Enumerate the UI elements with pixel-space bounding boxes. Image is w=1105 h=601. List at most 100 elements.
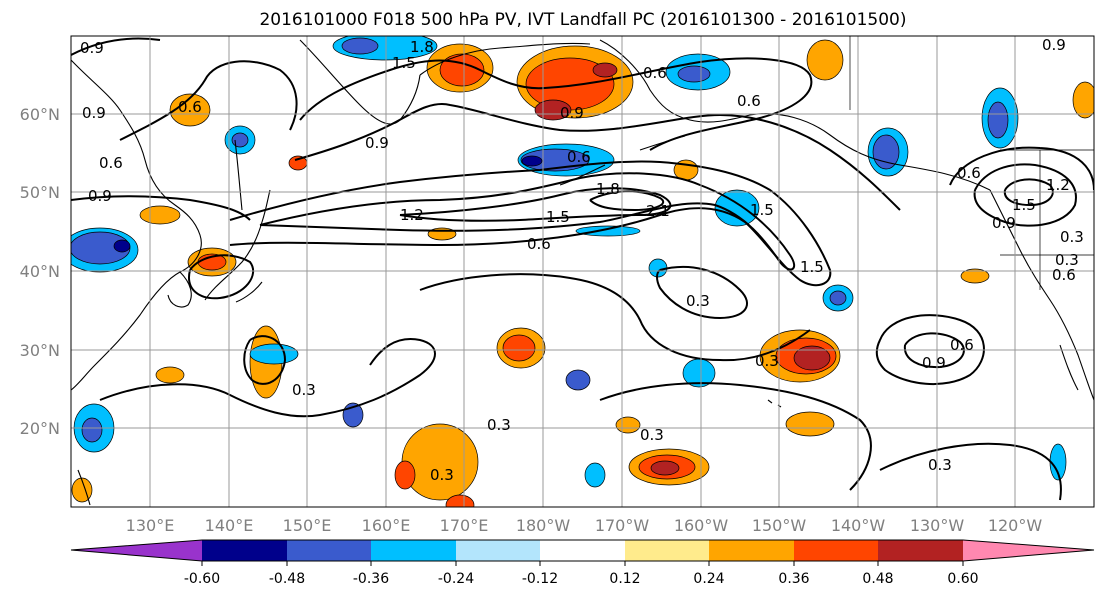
contour-0.3-southeast — [599, 382, 872, 491]
contour-label: 0.6 — [527, 235, 551, 253]
colorbar-tick-label: -0.36 — [353, 571, 389, 587]
contour-jet-outer — [229, 160, 832, 287]
lon-label: 150°E — [283, 516, 332, 535]
contour-label: 0.6 — [737, 92, 761, 110]
lat-label: 40°N — [20, 262, 60, 281]
lon-label: 160°W — [674, 516, 729, 535]
gridlines — [71, 36, 1094, 507]
contour-label: 1.5 — [392, 54, 416, 72]
anomaly-positive-subtropical — [71, 325, 841, 507]
contour-label: 0.3 — [487, 416, 511, 434]
contour-label: 0.9 — [365, 134, 389, 152]
colorbar-segment — [878, 540, 963, 561]
colorbar-tick-label: 0.12 — [609, 571, 640, 587]
pv-contours — [71, 37, 1094, 501]
lon-label: 140°E — [205, 516, 254, 535]
contour-label: 0.6 — [178, 98, 202, 116]
longitude-labels: 130°E 140°E 150°E 160°E 170°E 180°W 170°… — [126, 516, 1043, 535]
coastlines — [71, 36, 1094, 506]
colorbar-segment — [371, 540, 456, 561]
contour-label: 0.3 — [430, 466, 454, 484]
colorbar-tick-label: -0.12 — [522, 571, 558, 587]
coast-philippines-taiwan — [77, 469, 91, 506]
coast-aleutians — [559, 135, 686, 186]
contour-label: 0.9 — [1042, 36, 1066, 54]
lon-label: 130°W — [910, 516, 965, 535]
colorbar: -0.60 -0.48 -0.36 -0.24 -0.12 0.12 0.24 … — [70, 539, 1095, 587]
anomaly-negative-gulf-alaska — [867, 87, 1019, 177]
contour-label: 0.6 — [99, 154, 123, 172]
contour-label: 0.9 — [82, 104, 106, 122]
anomaly-negative-kuril — [224, 125, 256, 155]
coast-korea — [167, 271, 192, 308]
contour-label: 0.6 — [950, 336, 974, 354]
lat-label: 30°N — [20, 341, 60, 360]
anomaly-negative-alaska — [665, 53, 731, 91]
contour-far-south — [879, 442, 1062, 501]
contour-label: 0.9 — [992, 214, 1016, 232]
contour-upper-trough — [299, 57, 813, 151]
contour-label: 1.5 — [750, 201, 774, 219]
coast-sakhalin — [234, 139, 243, 211]
lat-label: 20°N — [20, 419, 60, 438]
contour-label: 2.1 — [646, 202, 670, 220]
contour-label: 0.3 — [640, 426, 664, 444]
anomaly-positive-okhotsk — [426, 43, 494, 93]
colorbar-segment — [794, 540, 878, 561]
contour-labels: 0.9 1.8 1.5 0.6 0.9 0.9 0.6 0.6 0.9 0.6 … — [80, 36, 1084, 484]
anomaly-positive-bering — [516, 45, 634, 121]
contour-label: 1.2 — [400, 206, 424, 224]
contour-jet-inner — [399, 187, 672, 222]
contour-0.3-westmost — [243, 335, 287, 385]
colorbar-segments — [71, 540, 1094, 561]
contour-label: 1.5 — [546, 208, 570, 226]
contour-label: 0.3 — [292, 381, 316, 399]
contour-label: 0.3 — [755, 352, 779, 370]
contour-0.3-south — [99, 338, 436, 418]
anomaly-negative-kamchatka — [332, 36, 438, 61]
colorbar-tick-label: -0.60 — [184, 571, 220, 587]
map-frame — [70, 35, 1095, 508]
colorbar-tick-label: 0.48 — [862, 571, 893, 587]
coast-kamchatka — [299, 39, 421, 125]
contour-label: 0.9 — [88, 187, 112, 205]
colorbar-tick-label: -0.24 — [438, 571, 474, 587]
contour-0.3-central — [656, 266, 748, 320]
colorbar-segment — [287, 540, 371, 561]
contour-east-low-outer — [949, 146, 1094, 191]
contour-0.6-east-loop — [875, 314, 985, 386]
contour-label: 1.2 — [1046, 176, 1070, 194]
contour-label: 1.8 — [596, 180, 620, 198]
contour-label: 0.9 — [80, 39, 104, 57]
map-panel: 0.9 1.8 1.5 0.6 0.9 0.9 0.6 0.6 0.9 0.6 … — [70, 35, 1095, 508]
contour-label: 0.6 — [1052, 266, 1076, 284]
lat-label: 60°N — [20, 105, 60, 124]
contour-label: 1.8 — [410, 38, 434, 56]
colorbar-tick-label: 0.60 — [947, 571, 978, 587]
contour-label: 0.6 — [567, 148, 591, 166]
lon-label: 140°W — [831, 516, 886, 535]
contour-subtropical-0.3 — [419, 273, 811, 362]
contour-east-low-mid — [973, 163, 1077, 227]
contour-label: 0.3 — [686, 292, 710, 310]
contour-kamchatka-west — [71, 37, 161, 56]
contour-label: 1.5 — [800, 258, 824, 276]
colorbar-tick-label: 0.24 — [693, 571, 724, 587]
contour-label: 0.6 — [643, 64, 667, 82]
lon-label: 180°W — [516, 516, 571, 535]
anomaly-negative-japan — [71, 227, 139, 273]
colorbar-segment — [963, 540, 1094, 561]
colorbar-segment — [202, 540, 287, 561]
colorbar-tick-labels: -0.60 -0.48 -0.36 -0.24 -0.12 0.12 0.24 … — [184, 571, 979, 587]
contour-label: 0.3 — [1055, 251, 1079, 269]
lon-label: 120°W — [988, 516, 1043, 535]
anomaly-negative-central — [575, 189, 854, 312]
colorbar-tick-label: 0.36 — [778, 571, 809, 587]
lat-label: 50°N — [20, 183, 60, 202]
contour-label: 0.3 — [928, 456, 952, 474]
colorbar-tick-label: -0.48 — [269, 571, 305, 587]
contour-east-low-inner — [1003, 178, 1054, 207]
contour-label: 0.9 — [922, 354, 946, 372]
coast-baja — [1059, 344, 1079, 391]
